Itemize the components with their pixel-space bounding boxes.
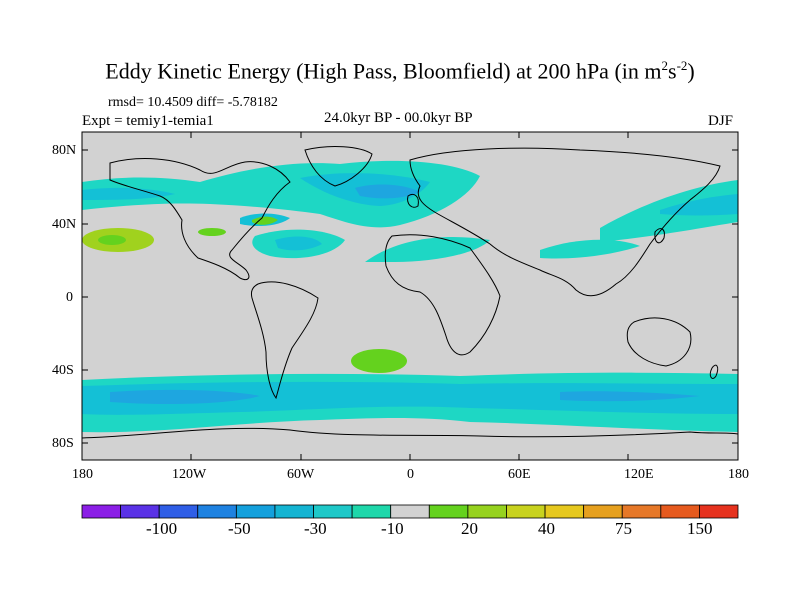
colorbar-label-75: 75 <box>615 519 632 538</box>
colorbar-swatch <box>699 504 739 519</box>
axis-ticks <box>82 132 738 460</box>
south-band-core <box>110 389 260 404</box>
lat-tick-80n: 80N <box>52 143 77 158</box>
colorbar-swatch <box>313 504 353 519</box>
lat-tick-40s: 40S <box>52 363 74 378</box>
colorbar-swatch <box>583 504 623 519</box>
south-band-mid <box>82 381 738 415</box>
colorbar-label-150: 150 <box>687 519 713 538</box>
colorbar-swatch <box>428 504 469 519</box>
colorbar-swatch <box>81 504 121 519</box>
lat-tick-40n: 40N <box>52 217 77 232</box>
colorbar-swatch <box>467 504 507 519</box>
pacific-green-core <box>98 235 126 245</box>
lon-tick-0: 0 <box>407 467 414 482</box>
eurasia-coast <box>409 147 721 297</box>
south-band-core-east <box>560 391 700 402</box>
lon-tick-120e: 120E <box>624 467 654 482</box>
us-east-green <box>252 216 278 225</box>
africa-coast <box>384 234 501 356</box>
north-band-blue <box>355 184 420 199</box>
north-america-coast <box>109 158 291 281</box>
lat-tick-80s: 80S <box>52 436 74 451</box>
coastlines <box>82 146 738 439</box>
japan-coast <box>654 228 665 244</box>
colorbar-swatch <box>235 504 276 519</box>
lat-tick-0: 0 <box>66 290 73 305</box>
colorbar-label-neg30: -30 <box>304 519 327 538</box>
lon-tick-60e: 60E <box>508 467 531 482</box>
north-band-pacific-core <box>82 187 175 200</box>
season-label: DJF <box>708 113 734 129</box>
colorbar-swatch <box>390 504 430 519</box>
map-field <box>82 132 738 460</box>
colorbar-swatch <box>274 504 314 519</box>
rmsd-diff-stats: rmsd= 10.4509 diff= -5.78182 <box>108 95 278 110</box>
experiment-label: Expt = temiy1-temia1 <box>82 113 214 129</box>
colorbar-label-20: 20 <box>461 519 478 538</box>
colorbar-swatch <box>120 504 160 519</box>
colorbar-swatch <box>197 504 237 519</box>
lon-tick-60w: 60W <box>287 467 315 482</box>
asia-band <box>540 239 640 259</box>
uk-coast <box>407 193 419 208</box>
australia-coast <box>626 317 692 367</box>
atlantic-core <box>275 236 322 251</box>
colorbar-swatch <box>621 504 662 519</box>
colorbar-swatch <box>544 504 585 519</box>
colorbar-swatch <box>506 504 546 519</box>
colorbar-swatch <box>660 504 700 519</box>
antarctica-coast <box>82 427 738 439</box>
south-america-coast <box>251 281 319 400</box>
new-zealand-coast <box>709 364 719 379</box>
colorbar <box>81 504 739 519</box>
gulf-green-blob <box>198 228 226 236</box>
lon-tick-180w: 180 <box>72 467 93 482</box>
colorbar-label-neg50: -50 <box>228 519 251 538</box>
greenland-coast <box>304 146 373 187</box>
colorbar-label-neg100: -100 <box>146 519 178 538</box>
colorbar-swatch <box>351 504 392 519</box>
lon-tick-120w: 120W <box>172 467 207 482</box>
map-title: Eddy Kinetic Energy (High Pass, Bloomfie… <box>105 58 695 84</box>
colorbar-swatch <box>158 504 199 519</box>
south-atlantic-green-blob <box>351 349 407 373</box>
period-label: 24.0kyr BP - 00.0kyr BP <box>324 110 473 126</box>
colorbar-label-40: 40 <box>538 519 555 538</box>
colorbar-label-neg10: -10 <box>381 519 404 538</box>
lon-tick-180e: 180 <box>728 467 749 482</box>
